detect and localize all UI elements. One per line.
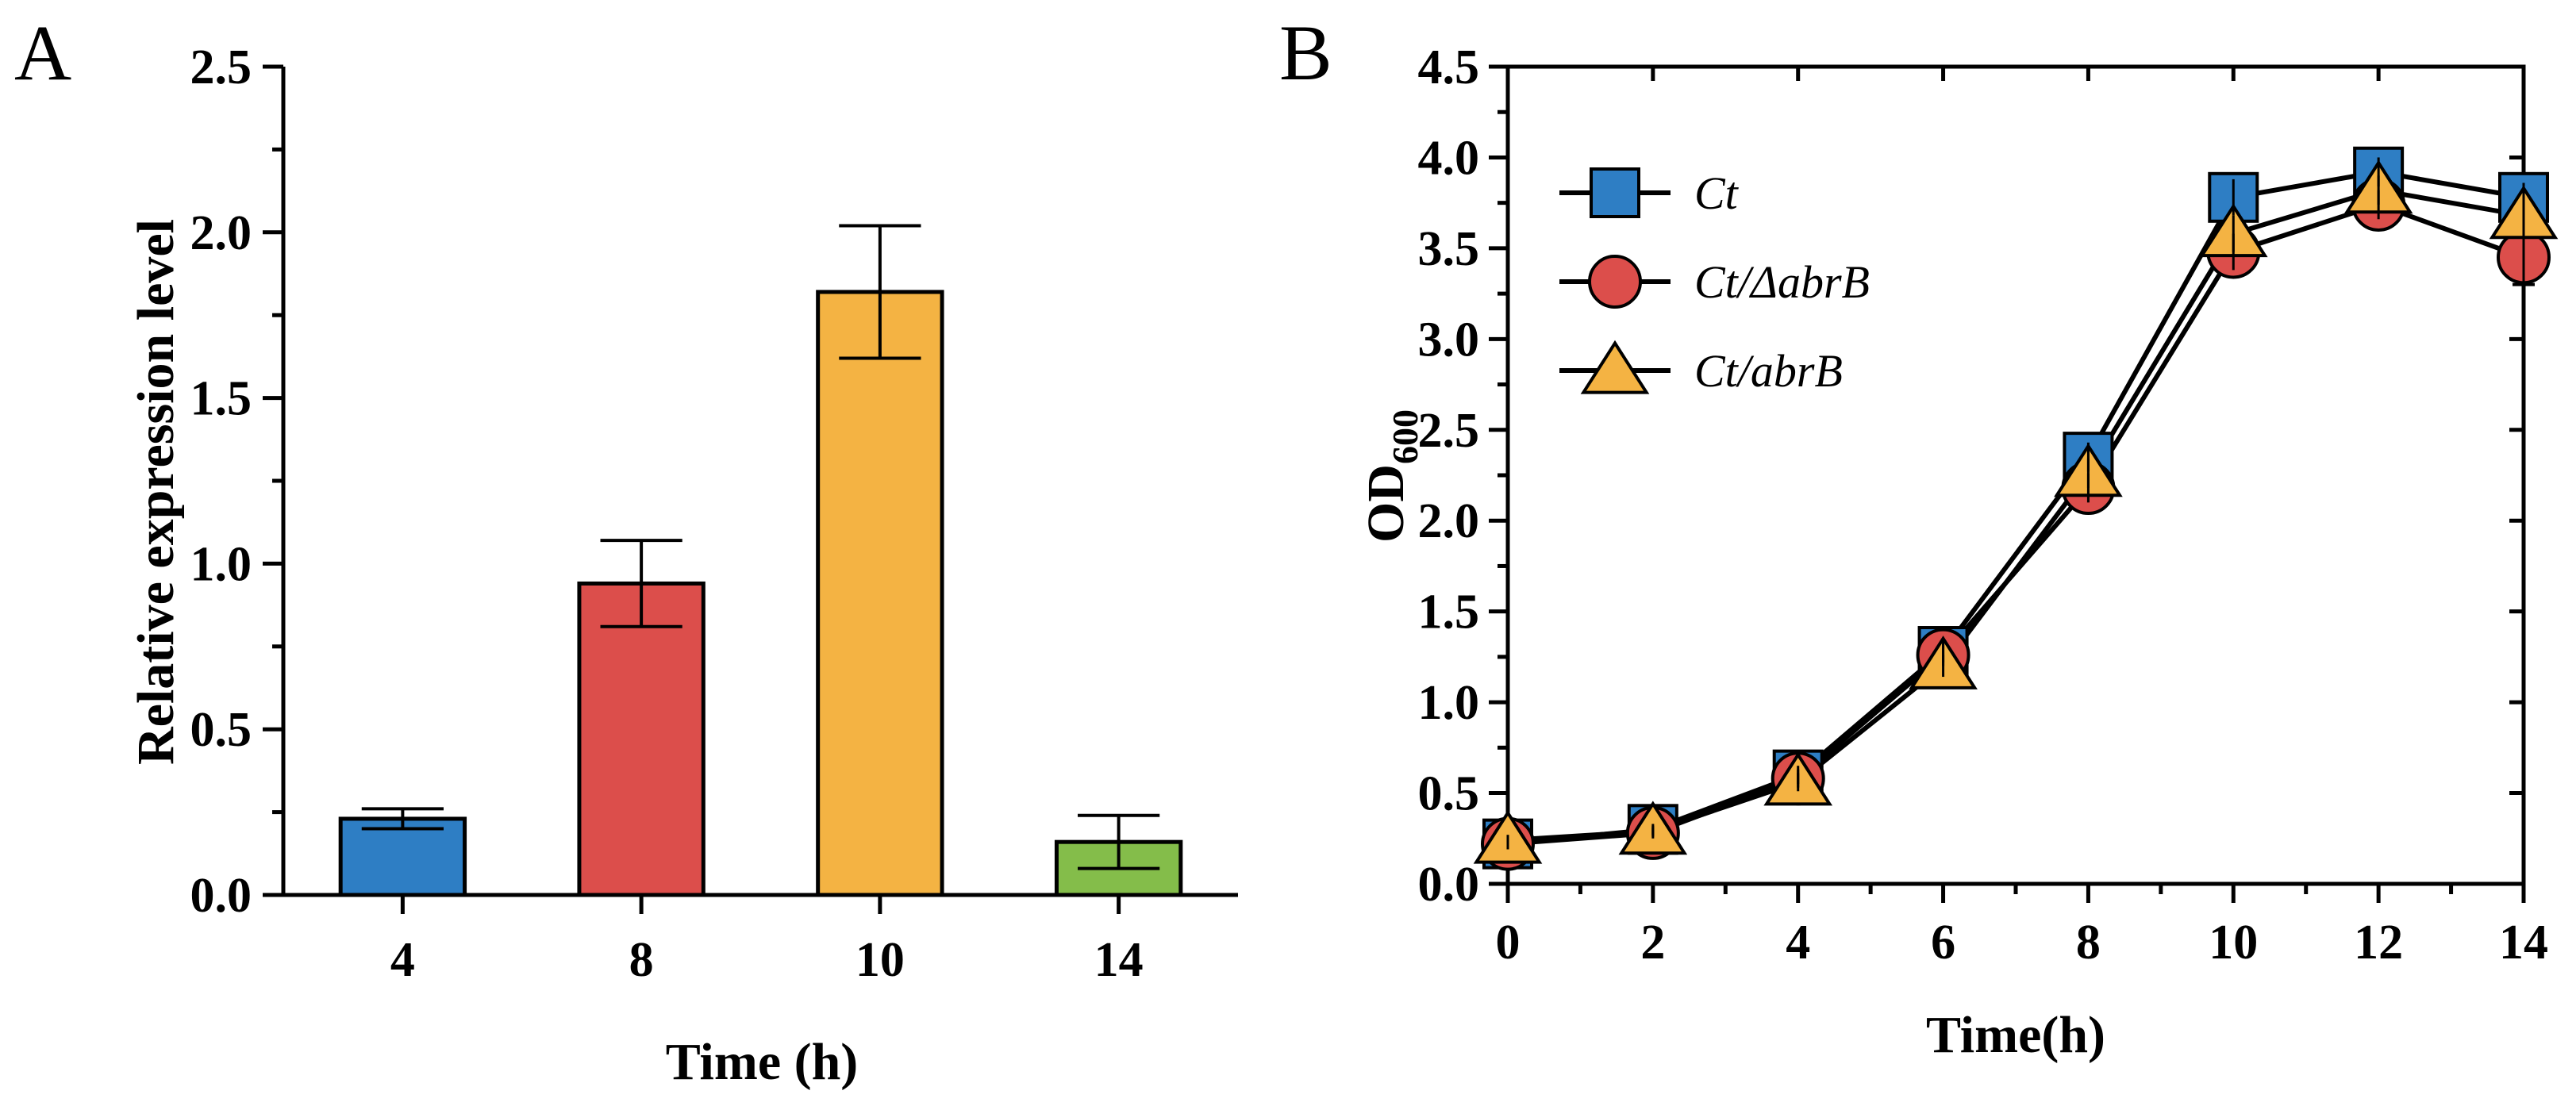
- panel-b-x-tick-label: 10: [2209, 916, 2258, 970]
- panel-b-y-tick-label: 1.0: [1418, 676, 1480, 730]
- panel-a-y-axis-title: Relative expression level: [127, 219, 185, 765]
- panel-b-y-tick-label: 3.0: [1418, 313, 1480, 367]
- panel-a-bar-8: [577, 581, 706, 897]
- panel-b-series-lines: [1507, 169, 2525, 847]
- legend-label-triangle: Ct/abrB: [1694, 345, 1843, 397]
- panel-b-y-axis-title-main: OD: [1357, 464, 1415, 543]
- panel-b-line-triangle: [1507, 187, 2524, 843]
- panel-a-y-ticks: 0.0 0.5 1.0 1.5 2.0 2.5: [190, 40, 283, 923]
- panel-b-x-axis-title: Time(h): [1926, 1006, 2105, 1064]
- panel-b-markers: [1473, 146, 2559, 871]
- panel-a-x-axis-title: Time (h): [666, 1033, 859, 1091]
- panel-a-y-tick-label: 1.5: [190, 372, 252, 426]
- panel-b-y-tick-label: 4.5: [1418, 40, 1480, 94]
- panel-a-bar-4: [338, 816, 467, 897]
- panel-b-y-axis-title-text: OD600: [1357, 409, 1425, 543]
- panel-a-bar-chart: A 0.0 0.5 1.0 1.5 2.0 2.5 4 8 10 14 Time (h) Rel…: [14, 9, 1238, 1091]
- panel-b-y-tick-label: 0.5: [1418, 767, 1480, 821]
- panel-b-y-tick-label: 0.0: [1418, 858, 1480, 912]
- panel-a-y-tick-label: 1.0: [190, 537, 252, 591]
- panel-b-line-circle: [1507, 202, 2525, 847]
- panel-b-y-tick-label: 2.0: [1418, 494, 1480, 548]
- panel-a-y-tick-label: 0.5: [190, 703, 252, 757]
- panel-b-y-ticks: 0.0 0.5 1.0 1.5 2.0 2.5 3.0 3.5 4.0 4.5: [1418, 40, 2524, 912]
- panel-b-x-tick-label: 8: [2076, 916, 2101, 970]
- panel-b-x-tick-label: 14: [2499, 916, 2548, 970]
- panel-a-error-bars: [361, 224, 1160, 870]
- panel-b-y-tick-label: 3.5: [1418, 222, 1480, 276]
- panel-b-x-tick-label: 0: [1496, 916, 1521, 970]
- panel-a-x-ticks: 4 8 10 14: [390, 895, 1144, 987]
- legend-marker-circle: [1588, 255, 1642, 309]
- panel-b-y-tick-label: 1.5: [1418, 586, 1480, 639]
- panel-b-x-ticks: 0 2 4 6 8 10 12 14: [1496, 67, 2548, 970]
- panel-b-x-tick-label: 4: [1786, 916, 1810, 970]
- panel-b-y-axis-title-sub: 600: [1385, 409, 1425, 464]
- panel-b-label: B: [1279, 9, 1332, 97]
- panel-b-x-tick-label: 6: [1931, 916, 1955, 970]
- legend-label-square: Ct: [1694, 167, 1740, 219]
- panel-a-x-tick-label: 8: [629, 933, 654, 987]
- panel-a-x-tick-label: 10: [855, 933, 905, 987]
- panel-a-label: A: [14, 9, 71, 97]
- panel-b-x-tick-label: 12: [2354, 916, 2403, 970]
- panel-b-legend: Ct Ct/ΔabrB Ct/abrB: [1559, 167, 1870, 397]
- panel-a-y-tick-label: 0.0: [190, 869, 252, 923]
- panel-b-error-bars: [1497, 156, 2535, 851]
- panel-a-y-tick-label: 2.0: [190, 206, 252, 260]
- legend-marker-triangle: [1580, 340, 1650, 394]
- panel-b-y-tick-label: 4.0: [1418, 131, 1480, 185]
- panel-a-y-tick-label: 2.5: [190, 40, 252, 94]
- legend-label-circle: Ct/ΔabrB: [1694, 256, 1870, 308]
- panel-b-y-axis-title: OD600: [1357, 409, 1425, 543]
- panel-a-x-tick-label: 14: [1094, 933, 1144, 987]
- panel-a-bar-10: [816, 290, 944, 897]
- legend-marker-square: [1590, 167, 1640, 218]
- panel-b-y-tick-label: 2.5: [1418, 404, 1480, 458]
- panel-a-bars: [338, 290, 1183, 897]
- panel-b-line-chart: B 0.0 0.5 1.0 1.5 2.0 2.5 3.0 3.5 4.0 4.5 0 2 4 6 8 10…: [1279, 9, 2559, 1064]
- panel-b-x-tick-label: 2: [1640, 916, 1665, 970]
- panel-a-x-tick-label: 4: [390, 933, 415, 987]
- panel-b-line-square: [1507, 169, 2524, 847]
